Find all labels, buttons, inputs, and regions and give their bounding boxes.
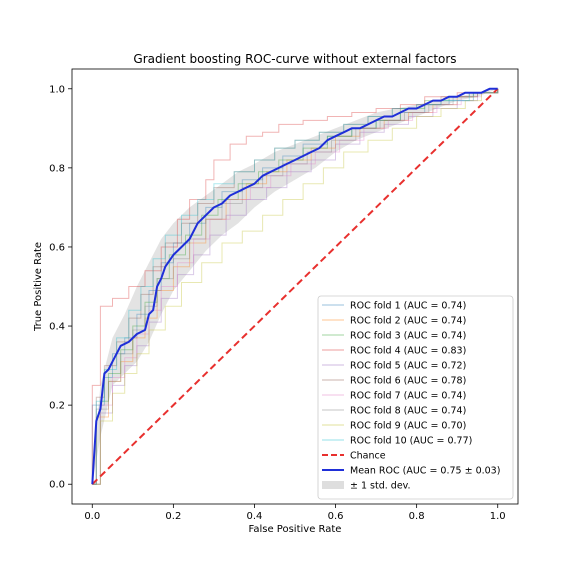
roc-fold-4-line [91,88,499,485]
roc-fold-8-line [92,88,499,485]
x-tick-label: 1.0 [490,511,506,522]
legend-item-chance-label: Chance [350,451,386,462]
legend-item-roc-fold-4-label: ROC fold 4 (AUC = 0.83) [350,346,466,357]
legend-item-roc-fold-3-label: ROC fold 3 (AUC = 0.74) [350,331,466,342]
x-tick-label: 0.4 [247,511,263,522]
axis-ticks: 0.0 0.2 0.4 0.6 0.8 1.0 0.0 0.2 0.4 0.6 0.8 1.0 [49,84,506,522]
y-tick-label: 0.6 [49,242,65,253]
plot-area [91,87,499,485]
mean-roc-line [91,87,498,485]
legend-item-mean-roc-label: Mean ROC (AUC = 0.75 ± 0.03) [350,466,500,477]
y-tick-label: 1.0 [49,84,65,95]
legend-item-roc-fold-7-label: ROC fold 7 (AUC = 0.74) [350,391,466,402]
legend-item-roc-fold-6-label: ROC fold 6 (AUC = 0.78) [350,376,466,387]
legend-box [317,295,514,500]
legend-item-roc-fold-10-label: ROC fold 10 (AUC = 0.77) [350,436,472,447]
roc-fold-2-line [92,88,499,485]
y-tick-label: 0.8 [49,163,65,174]
x-tick-label: 0.0 [84,511,100,522]
legend-item-roc-fold-8-label: ROC fold 8 (AUC = 0.74) [350,406,466,417]
x-tick-label: 0.6 [328,511,344,522]
roc-fold-1-line [91,88,499,485]
chart-title: Gradient boosting ROC-curve without exte… [133,52,456,66]
y-tick-label: 0.4 [49,322,65,333]
roc-fold-7-line [92,88,499,485]
roc-fold-9-line [92,88,499,485]
legend-item-roc-fold-2-label: ROC fold 2 (AUC = 0.74) [350,316,466,327]
legend-item-roc-fold-9-label: ROC fold 9 (AUC = 0.70) [350,421,466,432]
y-axis-label: True Positive Rate [33,242,44,332]
legend-item-std-dev-swatch [322,481,344,489]
legend-item-std-dev-label: ± 1 std. dev. [350,481,411,492]
x-axis-label: False Positive Rate [249,524,342,535]
std-dev-band [92,88,498,485]
roc-fold-5-line [92,88,499,485]
y-tick-label: 0.0 [49,480,65,491]
x-tick-label: 0.8 [409,511,425,522]
chance-line [91,88,499,485]
x-tick-label: 0.2 [165,511,181,522]
y-tick-label: 0.2 [49,401,65,412]
legend-item-roc-fold-5-label: ROC fold 5 (AUC = 0.72) [350,361,466,372]
plot-frame [71,68,519,505]
legend-item-roc-fold-1-label: ROC fold 1 (AUC = 0.74) [350,301,466,312]
legend: ROC fold 1 (AUC = 0.74) ROC fold 2 (AUC =… [317,295,514,500]
